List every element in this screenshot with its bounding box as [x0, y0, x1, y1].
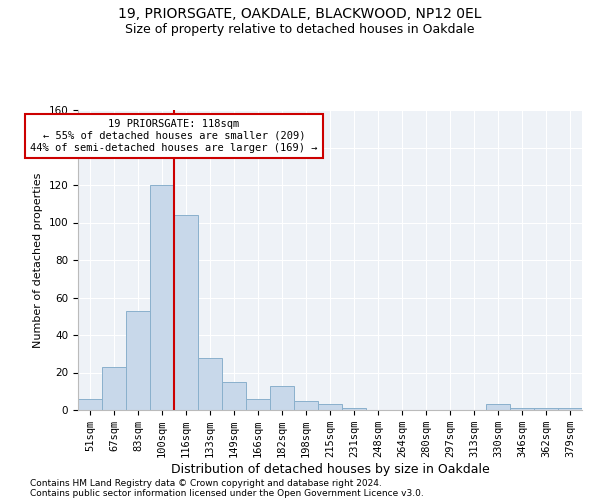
Text: Contains public sector information licensed under the Open Government Licence v3: Contains public sector information licen…	[30, 488, 424, 498]
Bar	[534, 408, 558, 410]
Bar	[102, 367, 126, 410]
Bar	[150, 185, 174, 410]
Y-axis label: Number of detached properties: Number of detached properties	[33, 172, 43, 348]
Bar	[222, 382, 246, 410]
Bar	[318, 404, 342, 410]
Bar	[126, 310, 150, 410]
Bar	[270, 386, 294, 410]
Bar	[558, 408, 582, 410]
Bar	[342, 408, 366, 410]
Bar	[294, 400, 318, 410]
Bar	[486, 404, 510, 410]
Text: Contains HM Land Registry data © Crown copyright and database right 2024.: Contains HM Land Registry data © Crown c…	[30, 478, 382, 488]
Text: 19, PRIORSGATE, OAKDALE, BLACKWOOD, NP12 0EL: 19, PRIORSGATE, OAKDALE, BLACKWOOD, NP12…	[118, 8, 482, 22]
Bar	[78, 399, 102, 410]
Text: 19 PRIORSGATE: 118sqm
← 55% of detached houses are smaller (209)
44% of semi-det: 19 PRIORSGATE: 118sqm ← 55% of detached …	[30, 120, 318, 152]
Bar	[510, 408, 534, 410]
Bar	[174, 215, 198, 410]
Text: Size of property relative to detached houses in Oakdale: Size of property relative to detached ho…	[125, 22, 475, 36]
X-axis label: Distribution of detached houses by size in Oakdale: Distribution of detached houses by size …	[170, 463, 490, 476]
Bar	[246, 399, 270, 410]
Bar	[198, 358, 222, 410]
